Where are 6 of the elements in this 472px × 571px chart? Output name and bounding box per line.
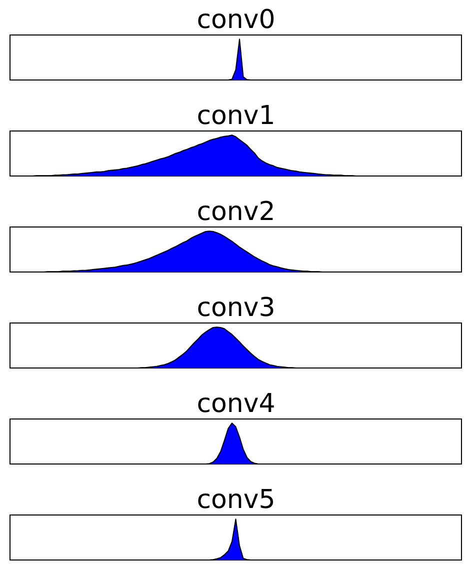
chart-title: conv1: [196, 101, 276, 131]
chart-title: conv4: [196, 389, 276, 419]
chart-title: conv5: [196, 485, 276, 515]
chart-title: conv2: [196, 197, 276, 227]
chart-title: conv3: [196, 293, 276, 323]
chart-title: conv0: [196, 5, 276, 35]
